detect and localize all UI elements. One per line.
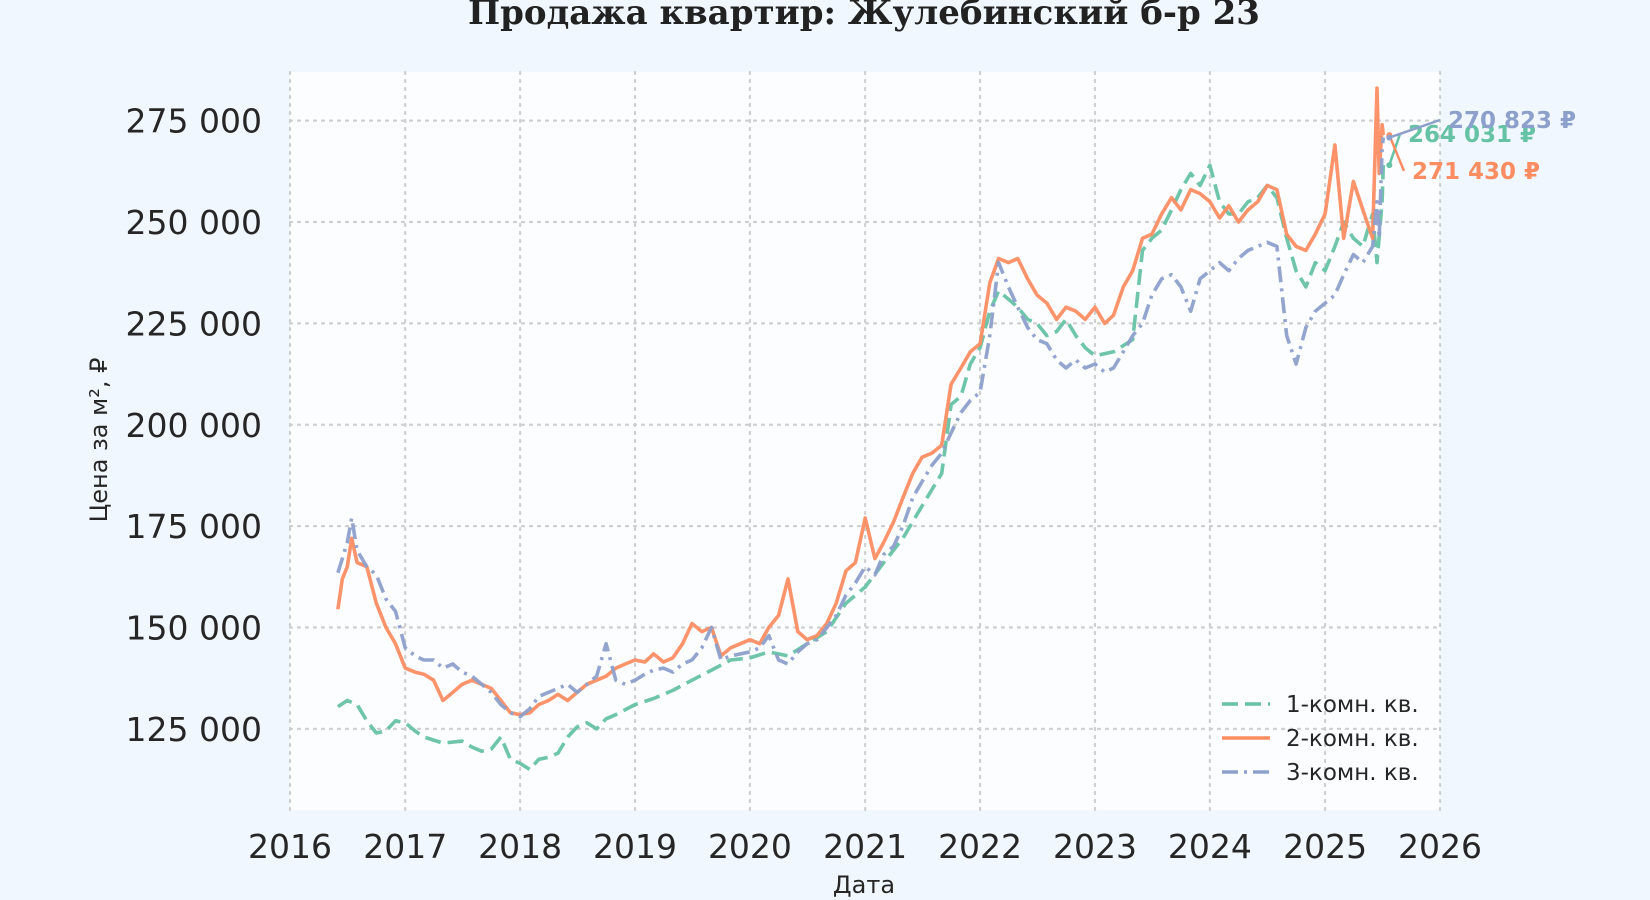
x-tick-label: 2018 — [478, 827, 562, 866]
y-tick-label: 225 000 — [126, 304, 262, 343]
legend-entry-label: 2-комн. кв. — [1286, 726, 1419, 752]
series-line-2 — [336, 86, 1386, 717]
y-tick-label: 125 000 — [126, 710, 262, 749]
end-label-arrow — [1388, 134, 1406, 172]
x-axis-ticks: 2016 2017 2018 2019 2020 2021 2022 2023 2024 2025… — [248, 827, 1482, 866]
y-tick-label: 200 000 — [126, 406, 262, 445]
x-tick-label: 2023 — [1053, 827, 1137, 866]
series-line-3 — [336, 137, 1386, 719]
y-tick-label: 150 000 — [126, 609, 262, 648]
grid — [288, 70, 1442, 812]
end-value-label: 271 430 ₽ — [1412, 159, 1540, 185]
end-value-labels: 264 031 ₽ 271 430 ₽ 270 823 ₽ — [1386, 108, 1576, 185]
y-tick-label: 275 000 — [126, 102, 262, 141]
legend-entry-label: 3-комн. кв. — [1286, 760, 1419, 786]
series-lines — [336, 86, 1386, 772]
x-tick-label: 2021 — [823, 827, 907, 866]
end-value-label: 264 031 ₽ — [1408, 122, 1536, 148]
x-tick-label: 2024 — [1168, 827, 1252, 866]
chart-title: Продажа квартир: Жулебинский б-р 23 — [468, 0, 1260, 33]
y-tick-label: 250 000 — [126, 203, 262, 242]
x-tick-label: 2017 — [363, 827, 447, 866]
y-tick-label: 175 000 — [126, 507, 262, 546]
y-axis-label: Цена за м², ₽ — [85, 358, 113, 523]
x-tick-label: 2025 — [1283, 827, 1367, 866]
x-tick-label: 2022 — [938, 827, 1022, 866]
end-value-label: 270 823 ₽ — [1448, 108, 1576, 134]
x-tick-label: 2026 — [1398, 827, 1482, 866]
legend-entry-label: 1-комн. кв. — [1286, 692, 1419, 718]
legend: 1-комн. кв. 2-комн. кв. 3-комн. кв. — [1222, 692, 1419, 786]
x-tick-label: 2016 — [248, 827, 332, 866]
x-axis-label: Дата — [833, 871, 895, 899]
end-label-arrowhead — [1386, 162, 1393, 169]
y-axis-ticks: 125 000 150 000 175 000 200 000 225 000 250 0… — [126, 102, 262, 749]
series-line-1 — [336, 163, 1386, 772]
end-label-arrow — [1388, 118, 1441, 139]
x-tick-label: 2020 — [708, 827, 792, 866]
x-tick-label: 2019 — [593, 827, 677, 866]
end-label-arrowhead — [1386, 134, 1393, 141]
